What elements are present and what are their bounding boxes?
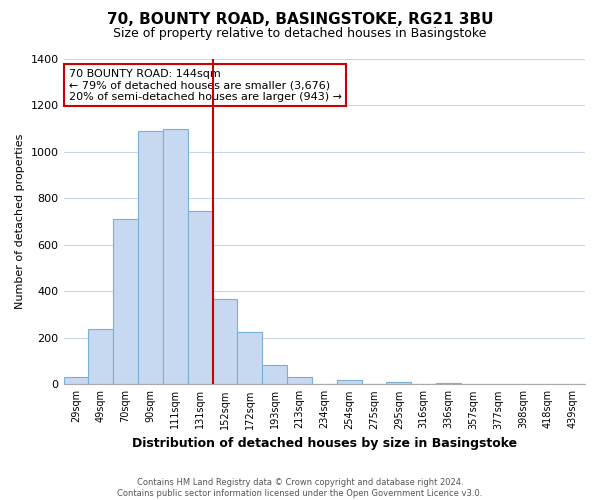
Bar [386, 382, 411, 384]
Bar [64, 378, 88, 384]
Bar [238, 332, 262, 384]
Bar [337, 380, 362, 384]
Bar [287, 378, 312, 384]
Bar [188, 211, 212, 384]
Bar [138, 131, 163, 384]
X-axis label: Distribution of detached houses by size in Basingstoke: Distribution of detached houses by size … [132, 437, 517, 450]
Bar [113, 220, 138, 384]
Bar [212, 300, 238, 384]
Text: 70 BOUNTY ROAD: 144sqm
← 79% of detached houses are smaller (3,676)
20% of semi-: 70 BOUNTY ROAD: 144sqm ← 79% of detached… [69, 69, 342, 102]
Text: Size of property relative to detached houses in Basingstoke: Size of property relative to detached ho… [113, 28, 487, 40]
Bar [88, 328, 113, 384]
Bar [436, 383, 461, 384]
Bar [262, 364, 287, 384]
Y-axis label: Number of detached properties: Number of detached properties [15, 134, 25, 310]
Text: 70, BOUNTY ROAD, BASINGSTOKE, RG21 3BU: 70, BOUNTY ROAD, BASINGSTOKE, RG21 3BU [107, 12, 493, 28]
Bar [163, 128, 188, 384]
Text: Contains HM Land Registry data © Crown copyright and database right 2024.
Contai: Contains HM Land Registry data © Crown c… [118, 478, 482, 498]
